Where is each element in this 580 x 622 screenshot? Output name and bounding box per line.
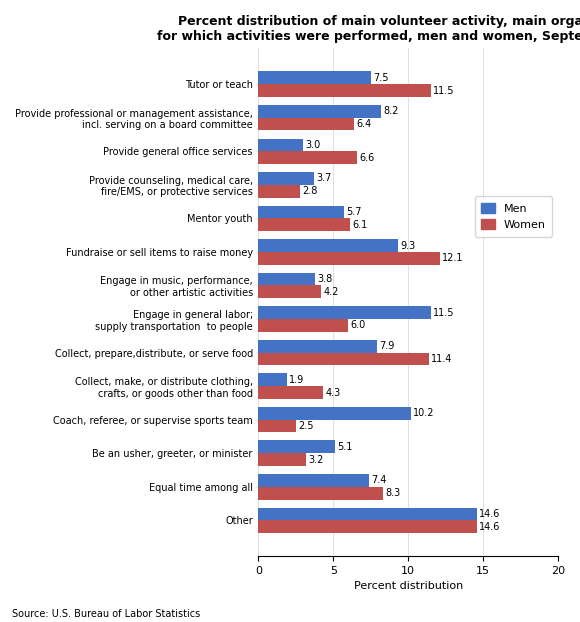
Text: 6.0: 6.0: [350, 320, 366, 330]
Bar: [259, 487, 383, 499]
Text: 2.8: 2.8: [303, 186, 318, 196]
Bar: [259, 172, 314, 185]
Title: Percent distribution of main volunteer activity, main organization
for which act: Percent distribution of main volunteer a…: [157, 15, 580, 43]
Text: 14.6: 14.6: [479, 522, 501, 532]
Text: 8.3: 8.3: [385, 488, 400, 498]
Bar: [259, 218, 350, 231]
Bar: [259, 508, 477, 521]
Bar: [259, 353, 429, 365]
Bar: [259, 306, 430, 319]
Bar: [259, 420, 296, 432]
Bar: [259, 206, 344, 218]
Text: 2.5: 2.5: [298, 421, 314, 431]
Bar: [259, 139, 303, 151]
Text: 8.2: 8.2: [383, 106, 399, 116]
Bar: [259, 118, 354, 131]
Text: 3.2: 3.2: [309, 455, 324, 465]
Text: 14.6: 14.6: [479, 509, 501, 519]
Bar: [259, 84, 430, 97]
Text: 3.0: 3.0: [306, 140, 321, 150]
Bar: [259, 151, 357, 164]
Text: 10.2: 10.2: [414, 408, 435, 419]
Text: 3.8: 3.8: [318, 274, 333, 284]
Bar: [259, 453, 306, 466]
Bar: [259, 185, 300, 198]
Bar: [259, 252, 440, 265]
Bar: [259, 440, 335, 453]
Bar: [259, 407, 411, 420]
Bar: [259, 474, 369, 487]
Bar: [259, 239, 398, 252]
Text: 1.9: 1.9: [289, 375, 304, 385]
Text: Source: U.S. Bureau of Labor Statistics: Source: U.S. Bureau of Labor Statistics: [12, 609, 200, 619]
Bar: [259, 373, 287, 386]
Text: 5.7: 5.7: [346, 207, 361, 217]
Bar: [259, 319, 348, 332]
Bar: [259, 272, 316, 285]
Text: 11.4: 11.4: [432, 354, 453, 364]
Text: 9.3: 9.3: [400, 241, 415, 251]
Text: 7.5: 7.5: [373, 73, 389, 83]
Text: 11.5: 11.5: [433, 308, 454, 318]
Text: 5.1: 5.1: [337, 442, 353, 452]
Bar: [259, 340, 377, 353]
Text: 3.7: 3.7: [316, 174, 331, 183]
Legend: Men, Women: Men, Women: [475, 196, 552, 236]
Bar: [259, 285, 321, 298]
Text: 6.1: 6.1: [352, 220, 367, 230]
Bar: [259, 386, 323, 399]
Text: 12.1: 12.1: [442, 253, 463, 263]
Text: 6.4: 6.4: [357, 119, 372, 129]
Bar: [259, 72, 371, 84]
Bar: [259, 521, 477, 533]
Text: 7.4: 7.4: [372, 475, 387, 485]
Text: 6.6: 6.6: [360, 152, 375, 162]
Text: 11.5: 11.5: [433, 86, 454, 96]
Text: 4.3: 4.3: [325, 388, 340, 397]
Bar: [259, 105, 381, 118]
X-axis label: Percent distribution: Percent distribution: [354, 582, 463, 592]
Text: 4.2: 4.2: [324, 287, 339, 297]
Text: 7.9: 7.9: [379, 341, 394, 351]
